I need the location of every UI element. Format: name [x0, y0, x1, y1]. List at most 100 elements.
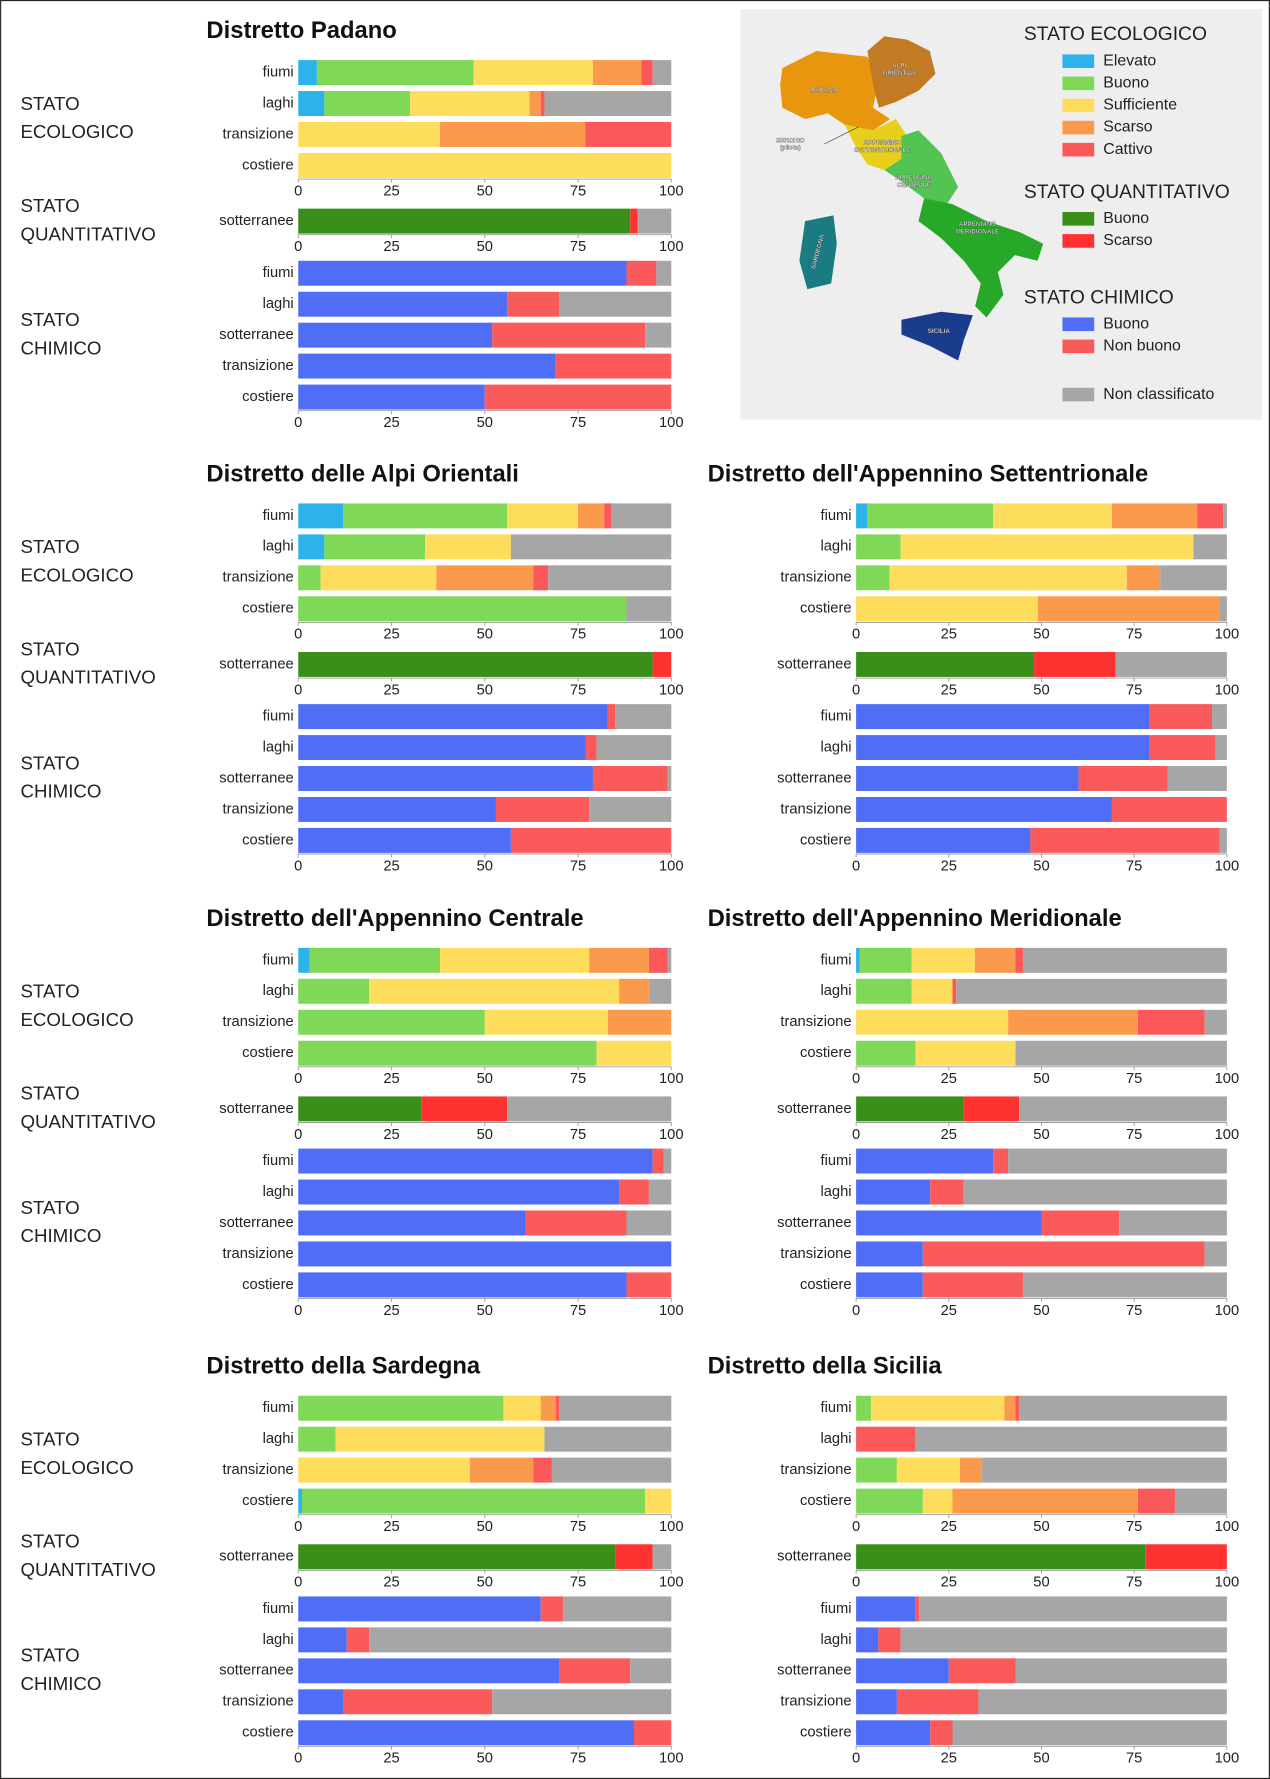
- bar-segment: [585, 735, 597, 761]
- bar-segment: [607, 704, 616, 730]
- bar-segment: [1119, 1210, 1227, 1236]
- bar-segment: [1197, 503, 1224, 529]
- x-tick-label: 100: [1215, 858, 1240, 874]
- x-tick-label: 75: [1126, 1127, 1142, 1143]
- bar-segment: [440, 122, 586, 147]
- x-tick-label: 50: [477, 627, 493, 643]
- bar-segment: [856, 1658, 949, 1684]
- x-tick-label: 75: [570, 1071, 586, 1087]
- map-label: ALPI ORIENTALI: [883, 62, 916, 76]
- bar-segment: [648, 947, 668, 973]
- row-label: STATO CHIMICO: [20, 1645, 101, 1694]
- bar-segment: [652, 60, 672, 86]
- bar-segment: [611, 503, 672, 529]
- bar-segment: [298, 91, 325, 116]
- chart-title: Distretto Padano: [206, 17, 396, 44]
- bar-segment: [922, 1488, 953, 1514]
- bar-segment: [589, 947, 649, 973]
- bar-segment: [856, 651, 1035, 677]
- bar-segment: [1174, 1488, 1227, 1514]
- row-label: STATO QUANTITATIVO: [20, 195, 155, 244]
- bar-segment: [301, 1488, 646, 1514]
- bar-segment: [856, 1040, 916, 1066]
- x-tick-label: 0: [852, 1071, 860, 1087]
- bar-segment: [900, 1627, 1227, 1653]
- bar-segment: [648, 978, 672, 1004]
- x-tick-label: 75: [1126, 1303, 1142, 1319]
- bar-segment: [993, 1148, 1009, 1174]
- bar-segment: [982, 1457, 1227, 1483]
- row-label: STATO ECOLOGICO: [20, 1428, 133, 1477]
- x-tick-label: 50: [477, 1303, 493, 1319]
- x-tick-label: 25: [383, 1127, 399, 1143]
- bar-segment: [652, 1544, 672, 1570]
- bar-segment: [309, 947, 441, 973]
- bar-segment: [563, 1596, 672, 1622]
- x-tick-label: 100: [659, 415, 684, 431]
- bar-segment: [889, 565, 1127, 591]
- map-appennino-settentrionale: [844, 119, 908, 171]
- bar-segment: [298, 796, 496, 822]
- category-label: fiumi: [820, 1153, 851, 1169]
- category-label: laghi: [263, 1431, 294, 1447]
- bar-segment: [510, 534, 672, 560]
- bar-segment: [952, 978, 957, 1004]
- bar-segment: [369, 1627, 672, 1653]
- bar-segment: [492, 322, 646, 348]
- bar-segment: [1167, 766, 1227, 791]
- x-tick-label: 100: [1215, 1575, 1240, 1591]
- bar-segment: [922, 1241, 1205, 1267]
- category-label: costiere: [242, 601, 294, 617]
- bar-segment: [1212, 704, 1227, 730]
- x-tick-label: 0: [294, 1127, 302, 1143]
- x-tick-label: 0: [294, 1303, 302, 1319]
- category-label: transizione: [223, 126, 294, 142]
- x-tick-label: 0: [852, 858, 860, 874]
- x-tick-label: 25: [941, 682, 957, 698]
- bar-segment: [298, 1426, 336, 1452]
- bar-segment: [492, 1689, 672, 1715]
- category-label: fiumi: [820, 508, 851, 524]
- bar-segment: [469, 1457, 534, 1483]
- bar-segment: [1149, 735, 1216, 761]
- bar-segment: [1015, 1040, 1227, 1066]
- x-tick-label: 0: [852, 1127, 860, 1143]
- x-tick-label: 0: [294, 1575, 302, 1591]
- bar-segment: [298, 291, 508, 317]
- bar-segment: [1219, 827, 1227, 853]
- category-label: transizione: [223, 358, 294, 374]
- bar-segment: [1030, 827, 1220, 853]
- bar-segment: [626, 260, 657, 286]
- x-tick-label: 75: [570, 1751, 586, 1767]
- bar-segment: [1149, 704, 1213, 730]
- x-tick-label: 0: [294, 239, 302, 255]
- bar-segment: [369, 978, 620, 1004]
- bar-segment: [856, 1627, 879, 1653]
- x-tick-label: 0: [852, 1303, 860, 1319]
- bar-segment: [633, 1720, 672, 1746]
- bar-segment: [619, 978, 649, 1004]
- x-tick-label: 50: [477, 1071, 493, 1087]
- bar-segment: [421, 1096, 508, 1122]
- x-tick-label: 50: [477, 415, 493, 431]
- bar-segment: [298, 1241, 672, 1267]
- bar-segment: [298, 1148, 653, 1174]
- bar-segment: [915, 1426, 1227, 1452]
- category-label: costiere: [242, 1493, 294, 1509]
- bar-segment: [652, 651, 672, 677]
- legend-item: Cattivo: [1103, 141, 1153, 158]
- category-label: fiumi: [263, 64, 294, 80]
- bar-segment: [298, 384, 485, 410]
- x-tick-label: 100: [659, 1303, 684, 1319]
- category-label: sotterranee: [777, 1215, 851, 1231]
- bar-segment: [1004, 1395, 1016, 1421]
- x-tick-label: 50: [1033, 1071, 1049, 1087]
- category-label: sotterranee: [777, 1549, 851, 1565]
- category-label: fiumi: [263, 508, 294, 524]
- category-label: sotterranee: [219, 1101, 293, 1117]
- bar-segment: [1137, 1009, 1205, 1035]
- category-label: sotterranee: [219, 327, 293, 343]
- bar-segment: [544, 1426, 672, 1452]
- bar-segment: [641, 60, 653, 86]
- bar-segment: [1008, 1148, 1227, 1174]
